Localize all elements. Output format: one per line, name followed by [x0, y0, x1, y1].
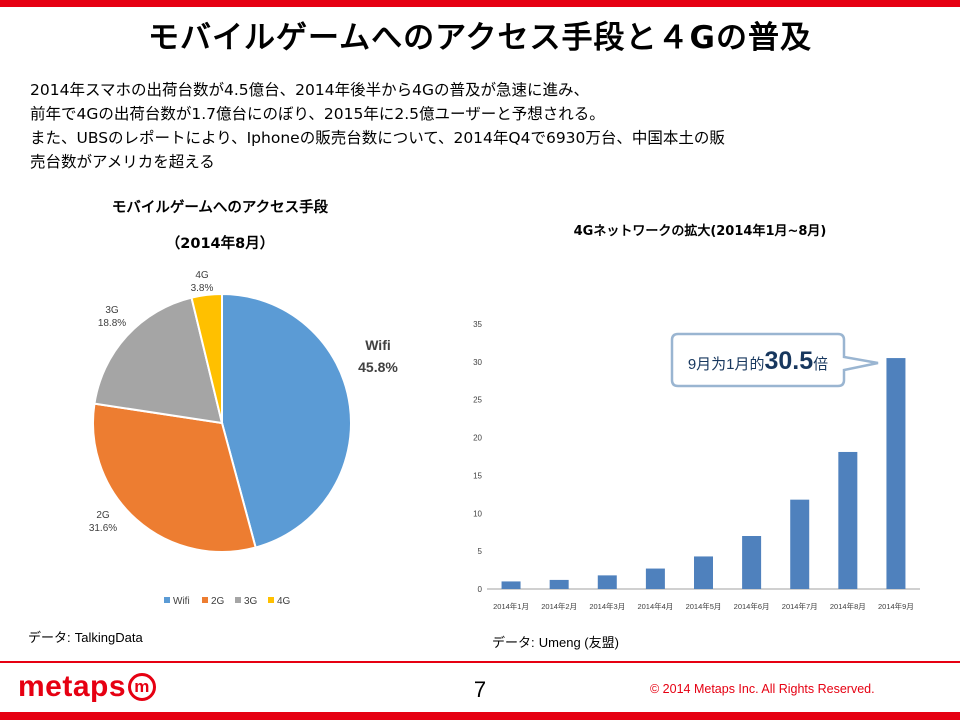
intro-line: 2014年スマホの出荷台数が4.5億台、2014年後半から4Gの普及が急速に進み…	[30, 81, 589, 99]
y-tick-label: 0	[478, 585, 483, 594]
callout-text: 9月为1月的30.5倍	[688, 347, 828, 375]
metaps-logo: metaps m	[18, 670, 157, 704]
bar	[597, 575, 617, 589]
pie-slice-3g	[93, 296, 224, 425]
bar-chart: 0 5 10 15 20 25 30 35 2014年1月 2014年2月 2014年3月 2014年…	[473, 320, 920, 611]
bar	[790, 499, 810, 589]
legend-swatch	[202, 597, 208, 603]
y-tick-label: 5	[478, 547, 483, 556]
bar	[694, 556, 713, 589]
page-number: 7	[473, 677, 487, 702]
pie-label-name: 3G	[105, 305, 119, 316]
pie-source: データ: TalkingData	[28, 627, 143, 646]
bar-source-label: データ:	[492, 635, 535, 650]
bar	[742, 536, 762, 589]
intro-line: 前年で4Gの出荷台数が1.7億台にのぼり、2015年に2.5億ユーザーと予想され…	[30, 105, 605, 123]
y-tick-label: 30	[473, 358, 482, 367]
pie-chart-subtitle: （2014年8月）	[165, 236, 275, 252]
intro-line: また、UBSのレポートにより、Iphoneの販売台数について、2014年Q4で6…	[30, 129, 725, 147]
pie-slice-wifi	[221, 292, 352, 549]
pie-source-label: データ:	[28, 630, 71, 645]
x-tick-label: 2014年2月	[541, 601, 577, 611]
y-tick-label: 25	[473, 396, 482, 405]
legend-swatch	[235, 597, 241, 603]
footer-divider	[0, 661, 960, 663]
x-tick-label: 2014年8月	[830, 601, 866, 611]
copyright: © 2014 Metaps Inc. All Rights Reserved.	[650, 682, 875, 696]
legend-swatch	[164, 597, 170, 603]
x-tick-label: 2014年1月	[493, 601, 529, 611]
pie-slice-2g	[92, 402, 257, 553]
bar	[549, 579, 569, 589]
pie-label-name: Wifi	[365, 337, 391, 353]
x-tick-label: 2014年9月	[878, 601, 914, 611]
x-tick-label: 2014年7月	[782, 601, 818, 611]
y-tick-label: 20	[473, 434, 482, 443]
callout-bubble	[670, 332, 879, 388]
legend-label: 3G	[244, 596, 258, 607]
pie-label-name: 4G	[195, 270, 209, 281]
y-tick-label: 15	[473, 471, 482, 480]
pie-chart: Wifi 45.8% 2G 31.6% 3G 18.8% 4G 3.8% Wifi 2G 3G 4G	[89, 270, 399, 607]
x-tick-label: 2014年4月	[637, 601, 673, 611]
bar	[645, 568, 665, 589]
pie-label-name: 2G	[96, 510, 110, 521]
pie-label-value: 45.8%	[358, 359, 398, 375]
bar	[886, 358, 906, 589]
x-tick-label: 2014年6月	[734, 601, 770, 611]
legend-label: 2G	[211, 596, 225, 607]
pie-source-name: TalkingData	[74, 630, 143, 645]
x-tick-label: 2014年3月	[589, 601, 625, 611]
growth-callout: 9月为1月的30.5倍	[670, 332, 879, 388]
pie-label-value: 3.8%	[191, 283, 214, 294]
pie-label-value: 31.6%	[89, 523, 117, 534]
logo-mark-icon: m	[128, 673, 157, 701]
top-red-bar	[0, 0, 960, 7]
logo-text: metaps	[18, 670, 127, 703]
intro-text: 2014年スマホの出荷台数が4.5億台、2014年後半から4Gの普及が急速に進み…	[30, 78, 930, 174]
bar	[838, 451, 858, 589]
y-tick-label: 10	[473, 509, 482, 518]
bar-source: データ: Umeng (友盟)	[492, 632, 619, 651]
page-title: モバイルゲームへのアクセス手段と４Gの普及	[148, 20, 812, 56]
pie-label-value: 18.8%	[98, 318, 126, 329]
pie-chart-title: モバイルゲームへのアクセス手段	[111, 200, 329, 216]
legend-label: 4G	[277, 596, 291, 607]
legend-swatch	[268, 597, 274, 603]
bar	[501, 581, 521, 589]
legend-label: Wifi	[173, 596, 190, 607]
bottom-red-bar	[0, 712, 960, 720]
pie-slice-4g	[190, 292, 223, 424]
x-tick-label: 2014年5月	[686, 601, 722, 611]
bar-chart-title: 4Gネットワークの拡大(2014年1月~8月)	[573, 224, 827, 239]
intro-line: 売台数がアメリカを超える	[30, 153, 215, 171]
bar-source-name: Umeng (友盟)	[538, 635, 619, 650]
y-tick-label: 35	[473, 320, 482, 329]
